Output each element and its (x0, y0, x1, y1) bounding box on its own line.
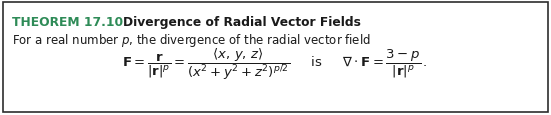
FancyBboxPatch shape (3, 3, 548, 112)
Text: Divergence of Radial Vector Fields: Divergence of Radial Vector Fields (106, 16, 361, 29)
Text: For a real number $p$, the divergence of the radial vector field: For a real number $p$, the divergence of… (12, 32, 371, 49)
Text: THEOREM 17.10: THEOREM 17.10 (12, 16, 123, 29)
Text: $\mathbf{F} = \dfrac{\mathbf{r}}{|\mathbf{r}|^p} = \dfrac{\langle x,\, y,\, z \r: $\mathbf{F} = \dfrac{\mathbf{r}}{|\mathb… (122, 46, 428, 81)
